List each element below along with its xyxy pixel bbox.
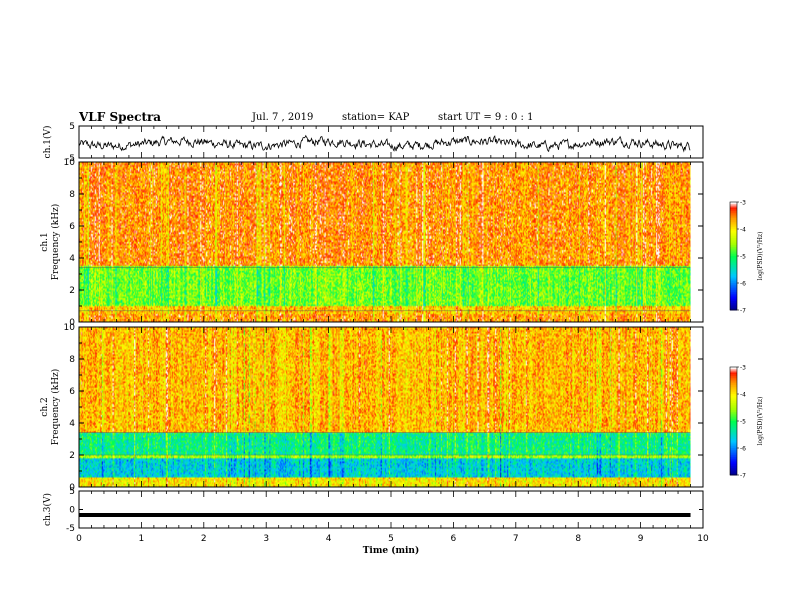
colorbar-label: log(PSD)(V²/Hz) — [757, 397, 764, 446]
y-axis-label: ch.3(V) — [42, 493, 53, 526]
colorbar-tick-label: -7 — [740, 308, 746, 315]
y-tick-label: 4 — [69, 254, 75, 264]
x-tick-label: 2 — [201, 534, 207, 544]
x-tick-label: 3 — [263, 534, 269, 544]
y-axis-label-channel: ch.1 — [40, 232, 50, 251]
x-tick-label: 0 — [76, 534, 82, 544]
y-axis-label-frequency: Frequency (kHz) — [50, 204, 61, 281]
ch1-spectrogram-panel: 0 2 4 6 8 10 ch.1 Frequency (kHz) — [40, 158, 704, 328]
x-tick-label: 10 — [697, 534, 709, 544]
x-tick-label: 1 — [139, 534, 145, 544]
y-tick-label: 6 — [69, 387, 75, 397]
y-tick-label: 2 — [69, 451, 75, 461]
station-label: station= KAP — [342, 112, 410, 123]
y-tick-label: -5 — [66, 524, 75, 534]
y-tick-label: 2 — [69, 286, 75, 296]
x-tick-label: 6 — [451, 534, 457, 544]
spectrogram-image — [79, 327, 691, 487]
x-tick-label: 5 — [388, 534, 394, 544]
colorbar-tick-label: -3 — [740, 365, 746, 372]
colorbar-tick-label: -4 — [740, 392, 746, 399]
colorbar-tick-label: -4 — [740, 227, 746, 234]
ch3-waveform-panel: 5 0 -5 ch.3(V) — [42, 487, 704, 534]
ch1-waveform-panel: 5 -5 ch.1(V) — [42, 122, 704, 164]
y-tick-label: 0 — [69, 483, 75, 493]
y-tick-label: 8 — [69, 355, 75, 365]
y-tick-label: 6 — [69, 222, 75, 232]
y-tick-label: 0 — [69, 506, 75, 516]
colorbar-tick-label: -5 — [740, 254, 746, 261]
ch2-spectrogram-panel: 0 2 4 6 8 10 ch.2 Frequency (kHz) — [40, 323, 704, 493]
y-tick-label: 8 — [69, 190, 75, 200]
colorbar-tick-label: -6 — [740, 281, 746, 288]
colorbar-label: log(PSD)(V²/Hz) — [757, 232, 764, 281]
spectrogram-image — [79, 162, 691, 322]
y-axis-label-channel: ch.2 — [40, 397, 50, 416]
y-tick-label: 10 — [64, 158, 76, 168]
ch1-colorbar: -3 -4 -5 -6 -7 log(PSD)(V²/Hz) — [729, 200, 764, 315]
figure-title: VLF Spectra — [79, 110, 162, 124]
y-tick-label: 5 — [69, 487, 75, 497]
y-tick-label: 0 — [69, 318, 75, 328]
time-axis: 0 1 2 3 4 5 6 7 8 9 10 Time (min) — [76, 534, 709, 556]
y-tick-label: -5 — [66, 154, 75, 164]
date-label: Jul. 7 , 2019 — [252, 112, 314, 123]
x-tick-label: 7 — [513, 534, 519, 544]
x-tick-label: 8 — [575, 534, 581, 544]
x-tick-label: 4 — [326, 534, 332, 544]
colorbar-tick-label: -5 — [740, 419, 746, 426]
y-tick-label: 4 — [69, 419, 75, 429]
start-time-label: start UT = 9 : 0 : 1 — [438, 112, 534, 123]
colorbar-tick-label: -3 — [740, 200, 746, 207]
y-tick-label: 5 — [69, 122, 75, 132]
x-tick-label: 9 — [638, 534, 644, 544]
ch1-waveform-trace — [78, 134, 691, 153]
y-axis-label-frequency: Frequency (kHz) — [50, 369, 61, 446]
colorbar-tick-label: -6 — [740, 446, 746, 453]
ch2-colorbar: -3 -4 -5 -6 -7 log(PSD)(V²/Hz) — [729, 365, 764, 480]
y-tick-label: 10 — [64, 323, 76, 333]
colorbar-tick-label: -7 — [740, 473, 746, 480]
y-axis-label: ch.1(V) — [42, 126, 53, 159]
x-axis-label: Time (min) — [363, 545, 420, 556]
